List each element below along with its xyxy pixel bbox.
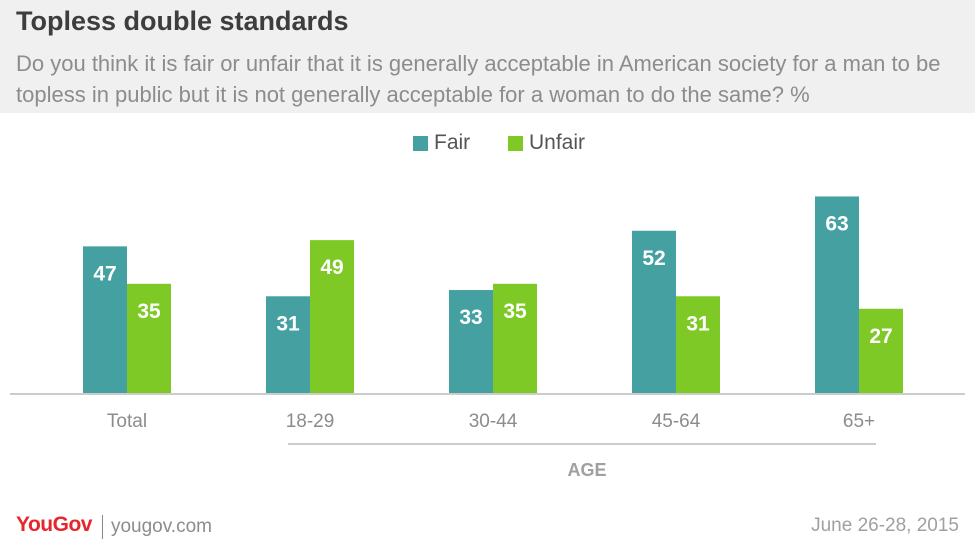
legend-swatch-fair [413,136,428,151]
data-label-unfair-4: 27 [869,325,892,348]
bar-unfair-0 [127,283,171,393]
data-label-fair-4: 63 [825,212,848,235]
category-label-3: 45-64 [652,411,701,432]
legend-label-unfair: Unfair [529,131,586,154]
age-group-label: AGE [567,460,606,480]
bar-unfair-2 [493,283,537,393]
legend: Fair Unfair [0,131,975,157]
data-label-fair-2: 33 [459,306,482,329]
chart-title: Topless double standards [16,6,349,36]
data-label-fair-0: 47 [93,262,116,285]
legend-label-fair: Fair [434,131,471,154]
category-label-1: 18-29 [286,411,335,432]
bar-fair-4 [815,196,859,393]
bar-fair-2 [449,290,493,393]
data-label-unfair-3: 31 [686,312,710,335]
bar-fair-0 [83,246,127,393]
footer-brand: YouGov yougov.com [16,513,212,541]
data-label-fair-3: 52 [642,247,665,270]
bar-fair-3 [632,230,676,393]
category-label-4: 65+ [843,411,875,432]
data-label-fair-1: 31 [276,312,300,335]
data-label-unfair-2: 35 [503,300,527,323]
survey-date: June 26-28, 2015 [811,515,959,536]
chart-subtitle: Do you think it is fair or unfair that i… [16,51,941,107]
header-band: Topless double standards Do you think it… [0,0,975,113]
footer-divider [101,514,103,539]
data-label-unfair-0: 35 [137,300,161,323]
bar-fair-1 [266,296,310,393]
data-label-unfair-1: 49 [320,256,343,279]
site-url: yougov.com [110,515,212,537]
bar-unfair-1 [310,240,354,393]
yougov-logo: YouGov [16,513,92,536]
category-label-0: Total [107,411,147,432]
bar-unfair-3 [676,296,720,393]
legend-swatch-unfair [508,136,523,151]
bar-unfair-4 [859,308,903,393]
category-label-2: 30-44 [469,411,518,432]
